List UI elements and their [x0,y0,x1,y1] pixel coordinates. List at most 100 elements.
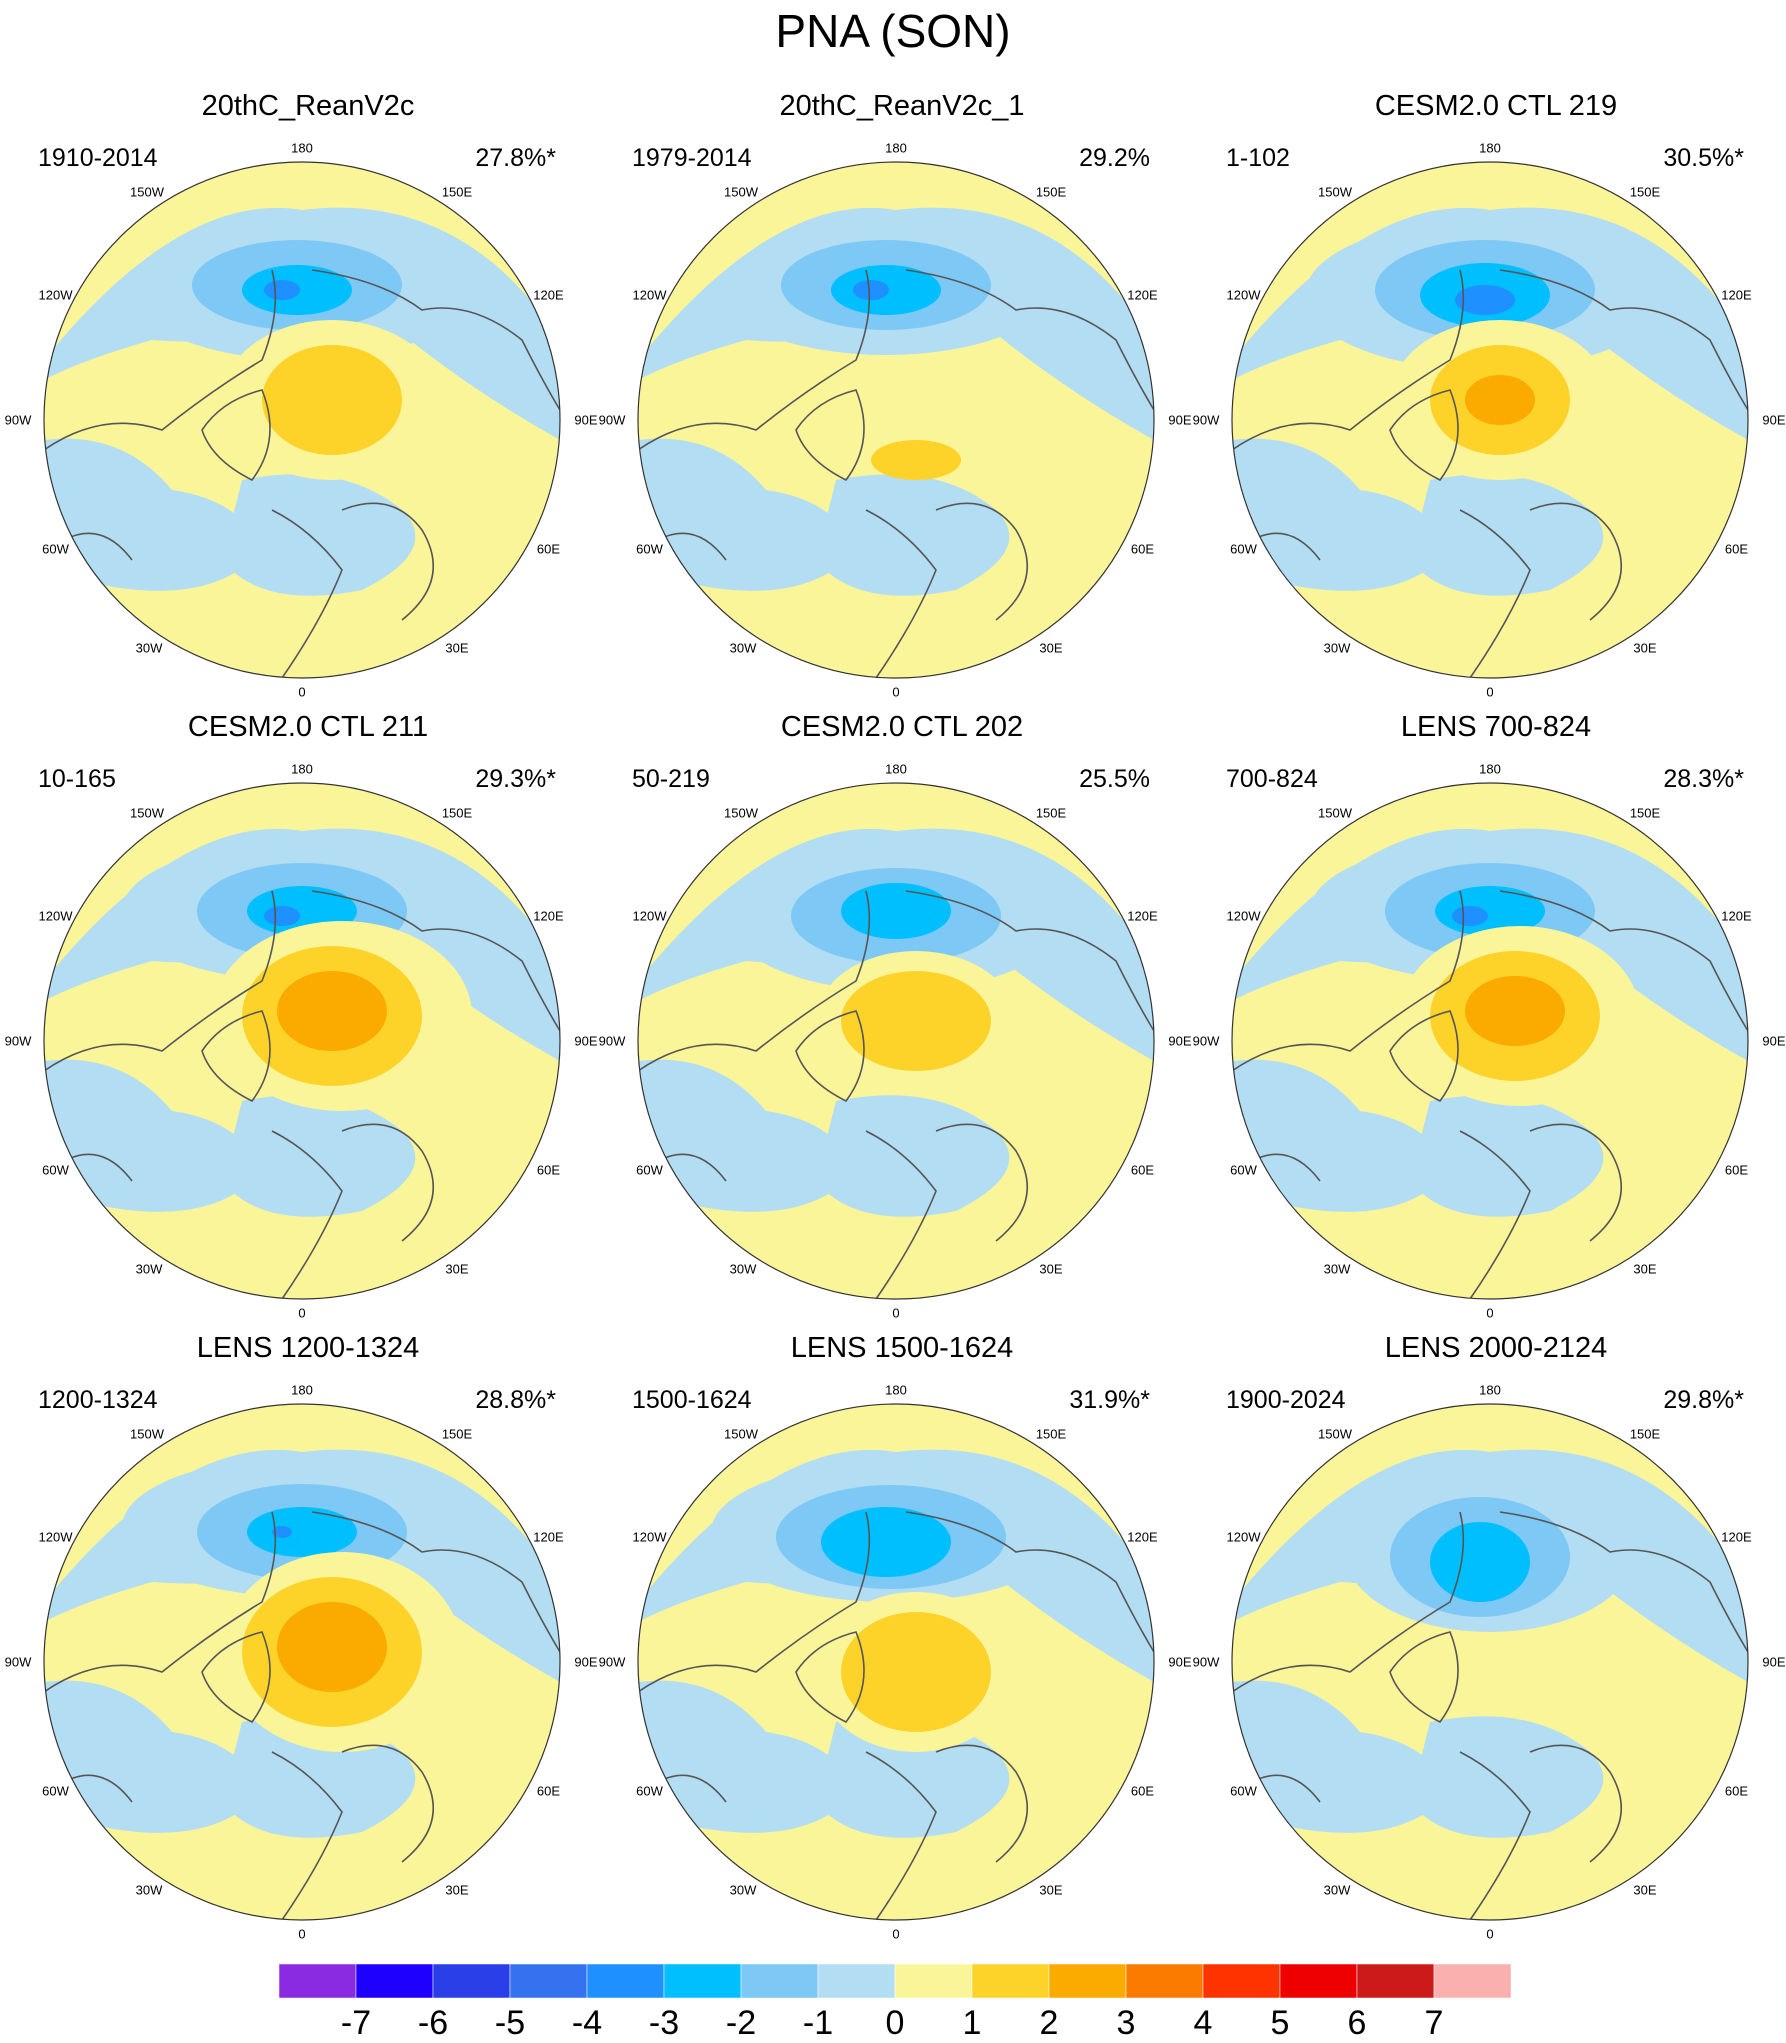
longitude-label: 0 [892,684,900,700]
map-boundary [637,1403,1155,1921]
longitude-label: 180 [291,761,313,777]
longitude-label: 150E [1629,805,1661,821]
anomaly-field-negative [44,1059,262,1212]
panel-years: 1200-1324 [38,1386,158,1414]
longitude-label: 30W [1323,640,1351,656]
longitude-label: 150W [724,184,758,200]
anomaly-field-negative [222,1095,416,1217]
negative-contour [1430,1522,1530,1602]
polar-map [1231,161,1749,679]
longitude-label: 60W [636,541,663,557]
longitude-label: 60E [536,541,561,557]
longitude-label: 180 [1479,140,1501,156]
negative-contour [821,1507,951,1577]
longitude-label: 180 [885,761,907,777]
anomaly-field-negative [638,438,856,591]
polar-map [43,782,561,1300]
colorbar-swatch [817,1964,896,1998]
map-panel: LENS 1500-1624 1500-1624 31.9%* 180 0 150W 150… [599,1332,1192,1942]
negative-contour [841,883,951,939]
longitude-label: 150W [724,1426,758,1442]
colorbar-swatch [1125,1964,1204,1998]
colorbar-tick-label: 3 [1116,2004,1136,2042]
longitude-label: 120E [533,908,564,924]
coastlines [1232,269,1748,678]
anomaly-field-negative [44,1680,262,1833]
coastlines [44,269,560,678]
positive-contour [871,440,961,480]
panel-variance-percent: 31.9%* [1069,1386,1150,1414]
coastlines [638,269,1154,678]
longitude-label: 90W [598,412,626,428]
colorbar-swatch [1356,1964,1435,1998]
longitude-label: 0 [298,684,306,700]
longitude-label: 120E [1721,908,1752,924]
longitude-label: 30E [1633,1261,1657,1277]
longitude-label: 120W [38,287,73,303]
panel-years: 1910-2014 [38,144,158,172]
longitude-label: 180 [1479,761,1501,777]
panel-title: LENS 1200-1324 [196,1332,420,1364]
longitude-label: 150E [1035,184,1067,200]
colorbar-swatch [1279,1964,1358,1998]
panel-years: 700-824 [1226,765,1318,793]
longitude-label: 60E [536,1162,561,1178]
polar-map [43,1403,561,1921]
map-boundary [1231,1403,1749,1921]
panel-title: CESM2.0 CTL 211 [187,711,429,743]
panel-title: LENS 1500-1624 [790,1332,1014,1364]
longitude-label: 60W [1230,541,1257,557]
coastlines [1232,1511,1748,1920]
map-boundary [1231,782,1749,1300]
longitude-label: 90W [1192,1654,1220,1670]
map-panel: LENS 2000-2124 1900-2024 29.8%* 180 0 150W 150… [1193,1332,1786,1942]
map-panel: CESM2.0 CTL 202 50-219 25.5% 180 0 150W 150E 12… [599,711,1192,1321]
colorbar-swatch [279,1964,357,1998]
longitude-label: 0 [892,1926,900,1942]
panel-variance-percent: 28.3%* [1663,765,1744,793]
longitude-label: 90W [4,412,32,428]
colorbar-tick-label: -4 [571,2004,603,2042]
panel-title: CESM2.0 CTL 202 [780,711,1024,743]
panel-title: 20thC_ReanV2c [201,90,415,122]
positive-contour [841,971,991,1071]
longitude-label: 180 [885,140,907,156]
longitude-label: 60W [1230,1783,1257,1799]
longitude-label: 120W [632,1529,667,1545]
anomaly-field-negative [816,1095,1010,1217]
longitude-label: 120E [1721,1529,1752,1545]
colorbar-swatch [740,1964,819,1998]
longitude-label: 120W [38,908,73,924]
positive-contour [1465,375,1535,425]
panel-variance-percent: 29.3%* [475,765,556,793]
colorbar-swatch [586,1964,665,1998]
colorbar-swatch [432,1964,511,1998]
longitude-label: 60W [42,1162,69,1178]
longitude-label: 120W [38,1529,73,1545]
longitude-label: 90W [1192,412,1220,428]
colorbar-tick-label: 4 [1193,2004,1213,2042]
colorbar-swatch [1202,1964,1281,1998]
longitude-label: 90E [574,1033,598,1049]
colorbar-tick-label: 6 [1347,2004,1367,2042]
longitude-label: 30E [445,640,469,656]
positive-contour [277,1602,387,1692]
coastlines [1232,890,1748,1299]
longitude-label: 60E [1724,1783,1749,1799]
longitude-label: 120E [1127,908,1158,924]
longitude-label: 0 [1486,1926,1494,1942]
panel-title: LENS 2000-2124 [1384,1332,1608,1364]
positive-contour [1465,976,1565,1046]
longitude-label: 30W [729,1882,757,1898]
polar-map [637,1403,1155,1921]
anomaly-field-negative [638,1059,856,1212]
anomaly-field-negative [1232,1680,1450,1833]
longitude-label: 90W [1192,1033,1220,1049]
longitude-label: 120W [1226,1529,1261,1545]
colorbar-tick-label: 0 [885,2004,905,2042]
longitude-label: 90W [598,1033,626,1049]
colorbar-swatch [1048,1964,1127,1998]
map-panel: LENS 700-824 700-824 28.3%* 180 0 150W 150E 120… [1193,711,1786,1321]
longitude-label: 90E [1762,1033,1786,1049]
longitude-label: 60E [1724,541,1749,557]
